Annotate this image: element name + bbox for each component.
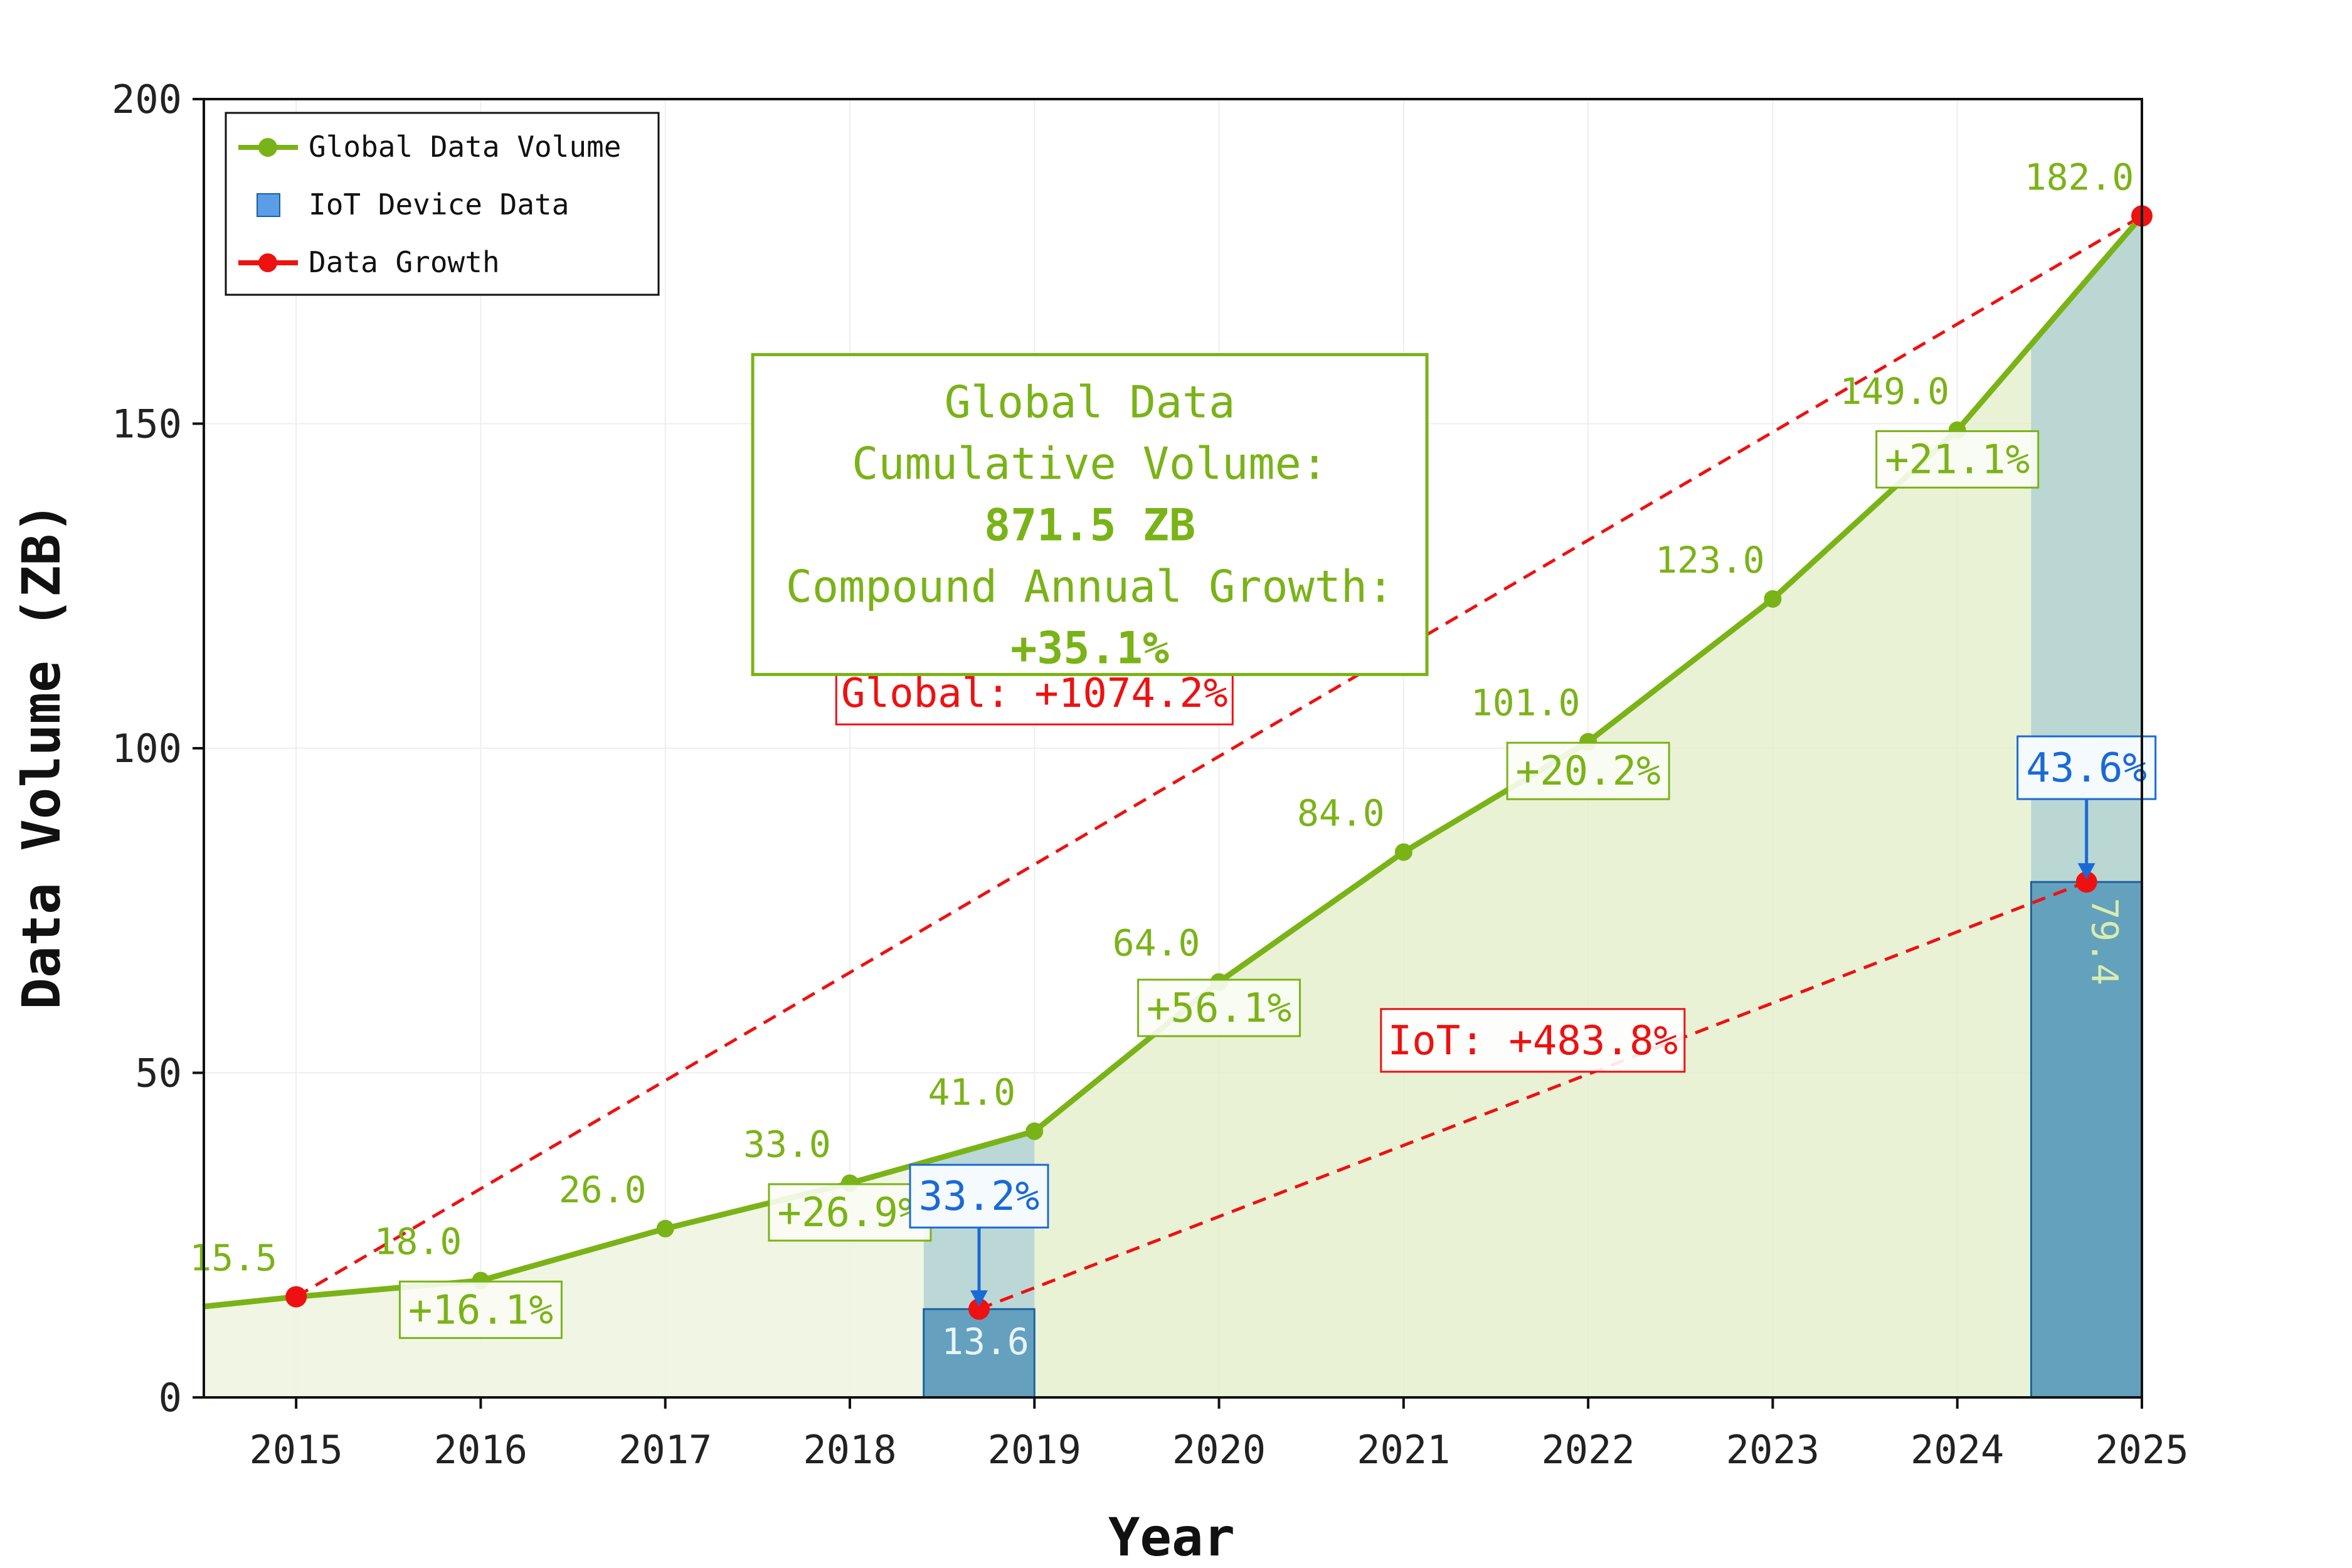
global-value-label: 26.0 bbox=[559, 1168, 647, 1211]
iot-pct-label: 33.2% bbox=[919, 1173, 1040, 1220]
global-value-label: 149.0 bbox=[1840, 370, 1949, 413]
data-labels: 13.679.415.5 18.026.033.041.064.084.0101.… bbox=[189, 156, 2157, 1363]
growth-pct-label: +20.2% bbox=[1516, 748, 1661, 795]
x-tick-label: 2020 bbox=[1172, 1427, 1266, 1473]
global-value-label: 101.0 bbox=[1471, 682, 1581, 724]
global-point bbox=[1394, 843, 1412, 861]
x-tick-label: 2023 bbox=[1726, 1427, 1820, 1473]
global-point bbox=[1025, 1122, 1044, 1140]
x-tick-label: 2015 bbox=[249, 1427, 342, 1473]
growth-pct-label: +21.1% bbox=[1885, 437, 2030, 483]
global-value-label: 84.0 bbox=[1297, 792, 1385, 835]
legend-label: IoT Device Data bbox=[309, 188, 569, 221]
info-box-line: Compound Annual Growth: bbox=[786, 561, 1394, 612]
global-area-fill bbox=[204, 216, 2142, 1397]
x-axis-title: Year bbox=[1108, 1507, 1235, 1568]
iot-pct-box bbox=[2016, 735, 2157, 800]
growth-start-point bbox=[285, 1286, 307, 1308]
x-tick-label: 2025 bbox=[2095, 1427, 2188, 1473]
global-value-label: 41.0 bbox=[928, 1071, 1015, 1114]
x-tick-label: 2024 bbox=[1910, 1427, 2004, 1473]
growth-pct-label: +56.1% bbox=[1147, 985, 1291, 1032]
global-value-label: 123.0 bbox=[1655, 539, 1765, 581]
growth-pct-label: +16.1% bbox=[408, 1287, 553, 1333]
legend-label: Data Growth bbox=[309, 245, 500, 279]
global-point bbox=[656, 1219, 674, 1237]
growth-pct-box bbox=[1137, 978, 1301, 1037]
growth-end-point bbox=[2075, 871, 2097, 893]
x-tick-label: 2018 bbox=[803, 1427, 896, 1473]
global-value-label: 64.0 bbox=[1113, 922, 1200, 965]
x-tick-label: 2017 bbox=[618, 1427, 712, 1473]
legend-marker bbox=[258, 253, 277, 272]
growth-pct-box bbox=[1506, 741, 1670, 800]
x-tick-label: 2019 bbox=[988, 1427, 1081, 1473]
x-tick-label: 2022 bbox=[1541, 1427, 1634, 1473]
growth-line-label: IoT: +483.8% bbox=[1388, 1018, 1678, 1064]
y-tick-label: 150 bbox=[112, 401, 182, 447]
iot-bar bbox=[2030, 881, 2143, 1399]
iot-bar-label: 79.4 bbox=[2084, 898, 2126, 985]
legend-swatch bbox=[257, 193, 280, 217]
growth-pct-box bbox=[1875, 430, 2040, 489]
y-axis-title: Data Volume (ZB) bbox=[11, 502, 72, 1009]
y-tick-label: 50 bbox=[135, 1051, 182, 1096]
x-tick-label: 2021 bbox=[1357, 1427, 1450, 1473]
growth-start-point bbox=[968, 1298, 990, 1320]
growth-trend-line bbox=[295, 215, 2143, 1298]
y-tick-label: 0 bbox=[159, 1375, 182, 1421]
growth-pct-box bbox=[398, 1280, 563, 1339]
growth-pct-box bbox=[768, 1183, 932, 1242]
info-box bbox=[751, 352, 1429, 676]
y-tick-label: 200 bbox=[112, 77, 182, 122]
global-point bbox=[1764, 590, 1782, 608]
legend-marker bbox=[258, 138, 277, 157]
x-tick-label: 2016 bbox=[434, 1427, 527, 1473]
growth-pct-label: +26.9% bbox=[777, 1190, 922, 1236]
info-box-line: 871.5 ZB bbox=[984, 499, 1195, 551]
legend: Global Data Volume IoT Device Data Data Gr… bbox=[225, 112, 660, 296]
iot-callout-arrowhead bbox=[2077, 863, 2095, 880]
global-value-label: 182.0 bbox=[2025, 156, 2134, 198]
iot-callout-arrowhead bbox=[970, 1290, 988, 1307]
growth-trend-line bbox=[978, 880, 2087, 1311]
growth-line-label: Global: +1074.2% bbox=[841, 670, 1228, 717]
info-box-line: Global Data bbox=[945, 376, 1236, 428]
axes: 2015 2016 2017 2018 2019 2020 2021 2022 2023 2024… bbox=[112, 77, 2189, 1473]
growth-line-label-box bbox=[1380, 1008, 1686, 1073]
info-box-line: +35.1% bbox=[1010, 622, 1169, 674]
iot-pct-label: 43.6% bbox=[2026, 745, 2147, 792]
iot-bar-label: 13.6 bbox=[941, 1320, 1029, 1363]
info-box-line: Cumulative Volume: bbox=[852, 438, 1328, 489]
iot-pct-box bbox=[909, 1163, 1049, 1229]
legend-label: Global Data Volume bbox=[309, 130, 622, 164]
global-value-label: 33.0 bbox=[743, 1123, 831, 1165]
y-tick-label: 100 bbox=[112, 726, 182, 771]
global-value-label: 18.0 bbox=[374, 1221, 462, 1263]
